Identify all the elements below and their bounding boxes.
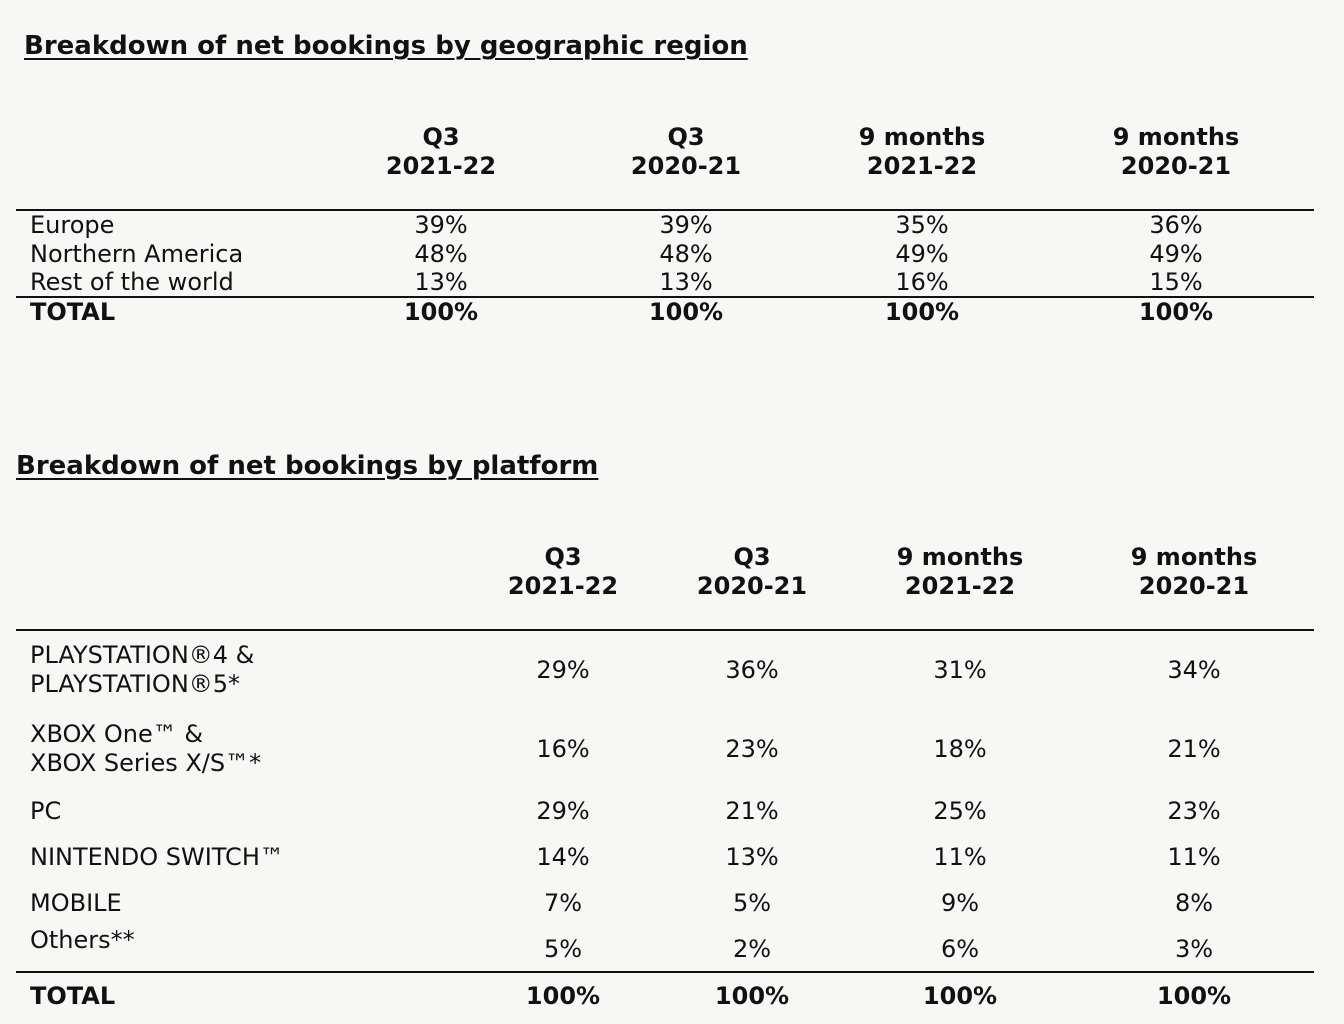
cell-value: 13% bbox=[566, 268, 806, 298]
table-header-row: Q3 2021-22 Q3 2020-21 9 months 2021-22 9 mo… bbox=[16, 540, 1314, 631]
total-value: 100% bbox=[1138, 298, 1214, 326]
total-row: TOTAL 100% 100% 100% 100% bbox=[16, 297, 1314, 326]
row-label: Others** bbox=[30, 926, 135, 954]
total-value: 100% bbox=[884, 298, 960, 326]
cell-value: 18% bbox=[933, 734, 987, 763]
header-9m-2021-22: 9 months 2021-22 bbox=[846, 540, 1074, 631]
table-header-row: Q3 2021-22 Q3 2020-21 9 months 2021-22 9 mo… bbox=[16, 120, 1314, 211]
cell-value: 48% bbox=[414, 239, 468, 268]
cell-value: 11% bbox=[933, 843, 987, 871]
total-value: 100% bbox=[468, 971, 658, 1019]
row-label: XBOX One™ & XBOX Series X/S™* bbox=[30, 719, 262, 777]
table-row: Northern America 48% 48% 49% 49% bbox=[16, 239, 1314, 268]
row-label: Northern America bbox=[30, 239, 244, 268]
row-label: Rest of the world bbox=[16, 268, 316, 298]
cell-value: 9% bbox=[940, 889, 980, 917]
cell-value: 8% bbox=[1174, 889, 1214, 917]
header-q3-2020-21: Q3 2020-21 bbox=[566, 120, 806, 211]
platform-bookings-table: Q3 2021-22 Q3 2020-21 9 months 2021-22 9 mo… bbox=[16, 540, 1314, 1019]
cell-value: 34% bbox=[1167, 656, 1221, 684]
table-row: Rest of the world 13% 13% 16% 15% bbox=[16, 268, 1314, 298]
cell-value: 25% bbox=[933, 797, 987, 825]
cell-value: 3% bbox=[1174, 934, 1214, 963]
header-blank bbox=[16, 120, 316, 211]
header-q3-2021-22: Q3 2021-22 bbox=[316, 120, 566, 211]
cell-value: 5% bbox=[543, 934, 583, 963]
total-value: 100% bbox=[648, 298, 724, 326]
header-9m-2021-22: 9 months 2021-22 bbox=[806, 120, 1038, 211]
row-label: PC bbox=[30, 796, 62, 825]
cell-value: 13% bbox=[725, 843, 779, 871]
cell-value: 6% bbox=[940, 934, 980, 963]
table-row: PC 29% 21% 25% 23% bbox=[16, 788, 1314, 834]
header-q3-2020-21: Q3 2020-21 bbox=[658, 540, 846, 631]
table-row: Others** 5% 2% 6% 3% bbox=[16, 926, 1314, 972]
cell-value: 21% bbox=[1167, 734, 1221, 763]
cell-value: 49% bbox=[895, 239, 949, 268]
cell-value: 48% bbox=[659, 239, 713, 268]
header-9m-2020-21: 9 months 2020-21 bbox=[1038, 120, 1314, 211]
row-label: PLAYSTATION®4 & PLAYSTATION®5* bbox=[30, 641, 255, 698]
cell-value: 7% bbox=[543, 889, 583, 917]
row-label: MOBILE bbox=[30, 888, 122, 917]
total-value: 100% bbox=[403, 298, 479, 326]
cell-value: 15% bbox=[1038, 268, 1314, 298]
total-value: 100% bbox=[1074, 971, 1314, 1019]
geo-section-title: Breakdown of net bookings by geographic … bbox=[24, 31, 748, 61]
cell-value: 14% bbox=[536, 843, 590, 871]
cell-value: 29% bbox=[536, 797, 590, 825]
total-label: TOTAL bbox=[16, 971, 468, 1019]
cell-value: 2% bbox=[732, 934, 772, 963]
cell-value: 16% bbox=[806, 268, 1038, 298]
table-row: PLAYSTATION®4 & PLAYSTATION®5* 29% 36% 31… bbox=[16, 630, 1314, 709]
cell-value: 36% bbox=[1149, 211, 1203, 239]
platform-section-title: Breakdown of net bookings by platform bbox=[16, 451, 599, 481]
total-value: 100% bbox=[846, 971, 1074, 1019]
header-q3-2021-22: Q3 2021-22 bbox=[468, 540, 658, 631]
cell-value: 35% bbox=[895, 211, 949, 239]
row-label: NINTENDO SWITCH™ bbox=[30, 842, 284, 871]
cell-value: 11% bbox=[1167, 843, 1221, 871]
cell-value: 16% bbox=[536, 734, 590, 763]
total-value: 100% bbox=[658, 971, 846, 1019]
header-blank bbox=[16, 540, 468, 631]
cell-value: 49% bbox=[1149, 239, 1203, 268]
geo-bookings-table: Q3 2021-22 Q3 2020-21 9 months 2021-22 9 mo… bbox=[16, 120, 1314, 326]
cell-value: 29% bbox=[536, 656, 590, 684]
cell-value: 31% bbox=[933, 656, 987, 684]
cell-value: 23% bbox=[1167, 797, 1221, 825]
cell-value: 36% bbox=[725, 656, 779, 684]
cell-value: 39% bbox=[414, 211, 468, 239]
cell-value: 21% bbox=[725, 797, 779, 825]
cell-value: 39% bbox=[659, 211, 713, 239]
table-row: Europe 39% 39% 35% 36% bbox=[16, 210, 1314, 239]
total-label: TOTAL bbox=[30, 298, 116, 326]
header-9m-2020-21: 9 months 2020-21 bbox=[1074, 540, 1314, 631]
cell-value: 5% bbox=[732, 889, 772, 917]
total-row: TOTAL 100% 100% 100% 100% bbox=[16, 971, 1314, 1019]
table-row: MOBILE 7% 5% 9% 8% bbox=[16, 880, 1314, 926]
cell-value: 23% bbox=[725, 734, 779, 763]
row-label: Europe bbox=[30, 211, 115, 239]
table-row: XBOX One™ & XBOX Series X/S™* 16% 23% 18%… bbox=[16, 709, 1314, 788]
table-row: NINTENDO SWITCH™ 14% 13% 11% 11% bbox=[16, 834, 1314, 880]
cell-value: 13% bbox=[316, 268, 566, 298]
